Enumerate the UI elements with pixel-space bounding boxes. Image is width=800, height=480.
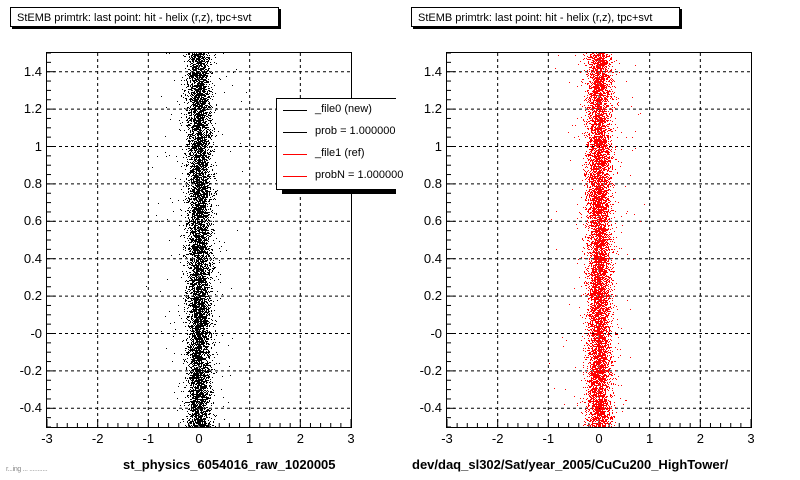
- left-x-axis-title: st_physics_6054016_raw_1020005: [123, 457, 336, 472]
- legend-entry-file0: _file0 (new): [277, 101, 397, 121]
- y-tick-label: 1.2: [23, 101, 42, 117]
- y-tick-label: -0: [430, 325, 442, 341]
- legend-line-sample: [283, 132, 307, 133]
- legend-line-sample: [283, 176, 307, 177]
- axis-ticks: [47, 53, 351, 427]
- y-tick-label: 0.2: [23, 288, 42, 304]
- y-tick-label: -0: [30, 325, 42, 341]
- legend-entry-probn: probN = 1.000000: [277, 167, 403, 187]
- y-tick-label: 0.4: [23, 250, 42, 266]
- y-tick-label: 0.6: [423, 213, 442, 229]
- x-tick-label: -1: [542, 431, 555, 446]
- x-tick-label: 1: [246, 431, 254, 446]
- scatter-point-cloud: [146, 53, 247, 427]
- left-plot-title: StEMB primtrk: last point: hit - helix (…: [10, 7, 279, 27]
- legend-shadow: [282, 190, 396, 194]
- x-tick-label: -3: [41, 431, 53, 446]
- y-tick-label: 0.4: [423, 250, 442, 266]
- x-tick-label: -1: [142, 431, 155, 446]
- legend-line-sample: [283, 110, 307, 111]
- y-tick-label: -0.2: [419, 362, 442, 378]
- right-x-axis-title: dev/daq_sl302/Sat/year_2005/CuCu200_High…: [412, 457, 729, 472]
- y-tick-label: 1.4: [423, 63, 442, 79]
- y-tick-label: 0.8: [423, 175, 442, 191]
- right-plot-frame: [446, 52, 752, 428]
- y-tick-label: 0.6: [23, 213, 42, 229]
- x-tick-label: 0: [595, 431, 603, 446]
- legend-label: probN = 1.000000: [315, 169, 404, 181]
- y-tick-label: 1: [434, 138, 442, 154]
- y-tick-label: 1.2: [423, 101, 442, 117]
- legend-box: _file0 (new) prob = 1.000000 _file1 (ref…: [276, 98, 403, 190]
- x-tick-label: -3: [441, 431, 453, 446]
- right-plot-title: StEMB primtrk: last point: hit - helix (…: [411, 7, 680, 27]
- x-tick-label: 3: [747, 431, 755, 446]
- y-tick-label: 1.4: [23, 63, 42, 79]
- y-tick-label: 0.2: [423, 288, 442, 304]
- legend: _file0 (new) prob = 1.000000 _file1 (ref…: [276, 98, 403, 194]
- x-tick-label: -2: [91, 431, 104, 446]
- legend-entry-prob: prob = 1.000000: [277, 123, 397, 143]
- x-tick-label: 2: [296, 431, 304, 446]
- x-tick-label: 0: [195, 431, 203, 446]
- legend-label: _file1 (ref): [315, 147, 365, 159]
- y-tick-label: -0.2: [19, 362, 42, 378]
- x-tick-label: 2: [696, 431, 704, 446]
- legend-line-sample: [283, 154, 307, 155]
- series-points: [549, 53, 645, 427]
- y-tick-label: 0.8: [23, 175, 42, 191]
- right-scatter-plot: [447, 53, 751, 427]
- axis-ticks: [447, 53, 751, 427]
- x-tick-label: 1: [646, 431, 654, 446]
- footer-text: r...ing ... ...........: [6, 466, 48, 473]
- series-points: [146, 53, 247, 427]
- x-tick-label: 3: [347, 431, 355, 446]
- legend-entry-file1: _file1 (ref): [277, 145, 397, 165]
- left-scatter-plot: [47, 53, 351, 427]
- legend-label: _file0 (new): [315, 103, 372, 115]
- y-tick-label: -0.4: [19, 400, 42, 416]
- y-tick-label: 1: [34, 138, 42, 154]
- legend-label: prob = 1.000000: [315, 125, 396, 137]
- scatter-point-cloud: [549, 53, 645, 427]
- y-tick-label: -0.4: [419, 400, 442, 416]
- x-tick-label: -2: [491, 431, 504, 446]
